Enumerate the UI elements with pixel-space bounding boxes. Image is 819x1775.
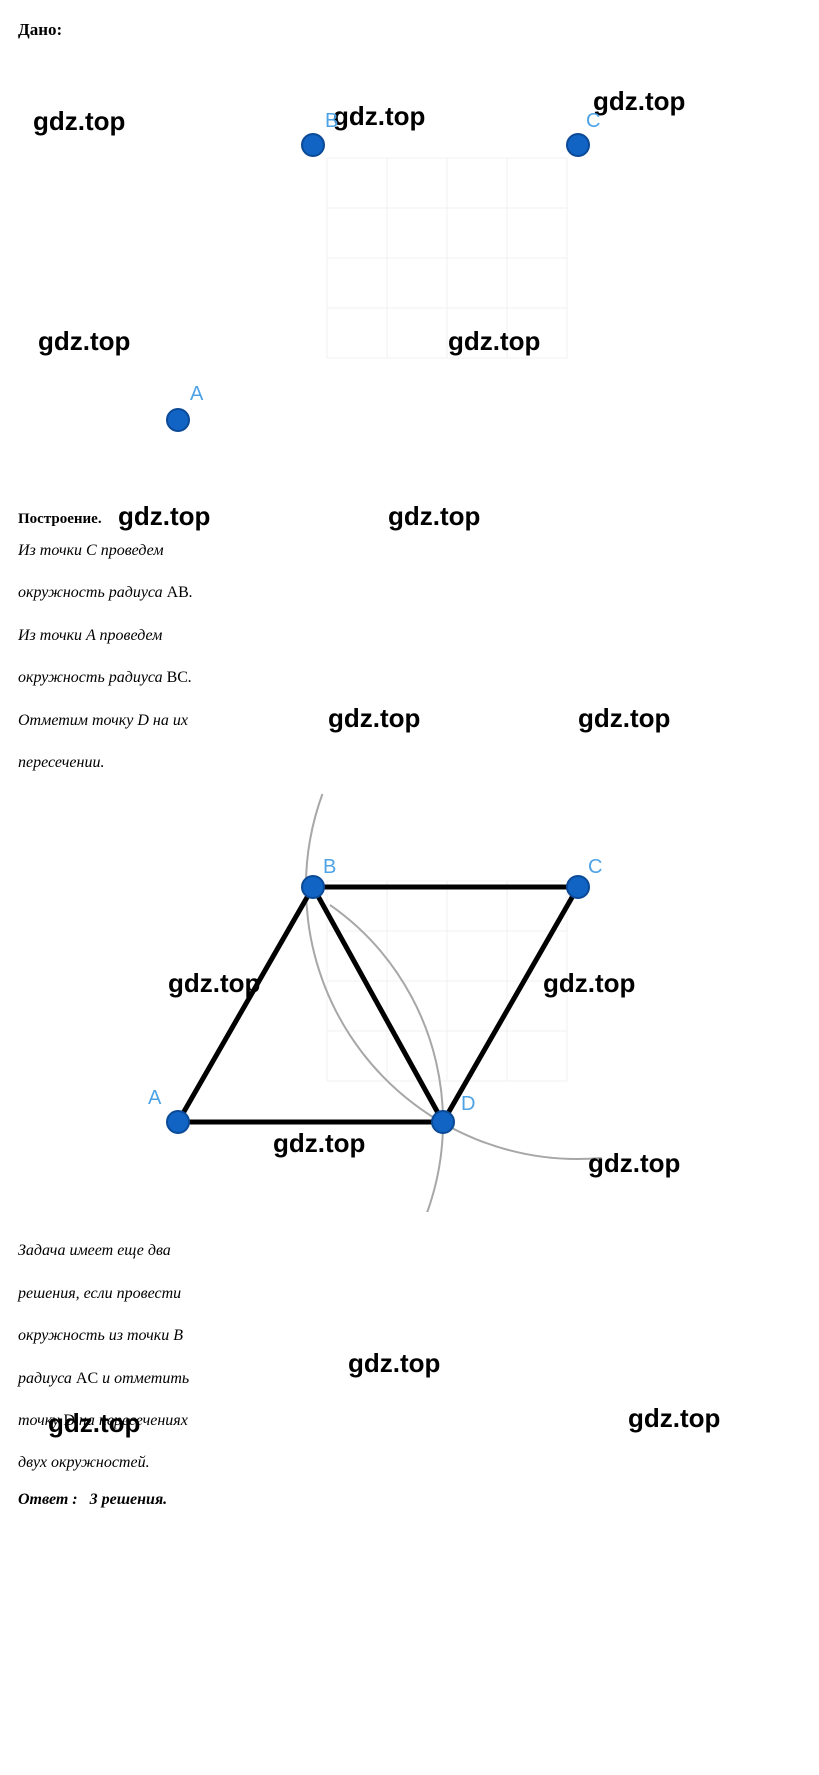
note-4: радиуса AC и отметить bbox=[18, 1360, 801, 1398]
point-label-b: B bbox=[325, 110, 338, 132]
step-5: Отметим точку D на их bbox=[18, 702, 801, 740]
given-heading: Дано: bbox=[18, 20, 801, 40]
point-label-d: D bbox=[461, 1093, 475, 1115]
point-label-c: C bbox=[588, 856, 602, 878]
point-b bbox=[302, 876, 324, 898]
point-label-a: A bbox=[148, 1087, 162, 1109]
note-5: точку D на пересечениях bbox=[18, 1402, 801, 1440]
answer-line: Ответ : 3 решения. bbox=[18, 1491, 801, 1509]
watermark: gdz.top bbox=[33, 106, 125, 136]
note-6: двух окружностей. bbox=[18, 1444, 801, 1482]
note-3: окружность из точки B bbox=[18, 1317, 801, 1355]
watermark: gdz.top bbox=[118, 501, 210, 531]
step-4b: BC bbox=[167, 669, 188, 686]
point-b bbox=[302, 134, 324, 156]
step-4: окружность радиуса BC. bbox=[18, 659, 801, 697]
answer-label: Ответ : bbox=[18, 1491, 78, 1508]
step-4c: . bbox=[188, 669, 192, 686]
step-2a: окружность радиуса bbox=[18, 584, 167, 601]
watermark: gdz.top bbox=[388, 501, 480, 531]
figure-construction-svg: gdz.top gdz.top gdz.top gdz.top A B C D bbox=[18, 792, 798, 1212]
step-3: Из точки A проведем bbox=[18, 617, 801, 655]
note-4b: AC bbox=[76, 1370, 98, 1387]
step-4a: окружность радиуса bbox=[18, 669, 167, 686]
point-label-b: B bbox=[323, 856, 336, 878]
watermark: gdz.top bbox=[273, 1128, 365, 1158]
point-label-a: A bbox=[190, 383, 204, 405]
watermark: gdz.top bbox=[593, 86, 685, 116]
watermark: gdz.top bbox=[168, 968, 260, 998]
point-a bbox=[167, 409, 189, 431]
point-c bbox=[567, 876, 589, 898]
note-block: Задача имеет еще два решения, если прове… bbox=[18, 1232, 801, 1482]
step-2c: . bbox=[189, 584, 193, 601]
step-2b: AB bbox=[167, 584, 189, 601]
note-5a: точку bbox=[18, 1412, 63, 1429]
watermark: gdz.top bbox=[543, 968, 635, 998]
point-a bbox=[167, 1111, 189, 1133]
answer-value: 3 решения. bbox=[90, 1491, 168, 1508]
note-2: решения, если провести bbox=[18, 1275, 801, 1313]
watermark: gdz.top bbox=[448, 326, 540, 356]
point-c bbox=[567, 134, 589, 156]
figure-given: gdz.top gdz.top gdz.top gdz.top gdz.top A B C bbox=[18, 60, 801, 500]
note-4a: радиуса bbox=[18, 1370, 76, 1387]
watermark: gdz.top bbox=[333, 101, 425, 131]
note-5b: D bbox=[63, 1412, 75, 1429]
step-6: пересечении. bbox=[18, 744, 801, 782]
construction-steps: Из точки C проведем окружность радиуса A… bbox=[18, 532, 801, 782]
note-5c: на пересечениях bbox=[75, 1412, 188, 1429]
figure-construction: gdz.top gdz.top gdz.top gdz.top A B C D bbox=[18, 792, 801, 1212]
step-1: Из точки C проведем bbox=[18, 532, 801, 570]
construction-heading: Построение. bbox=[18, 511, 102, 527]
figure-given-svg: gdz.top gdz.top gdz.top gdz.top gdz.top A B C bbox=[18, 60, 798, 500]
step-2: окружность радиуса AB. bbox=[18, 574, 801, 612]
note-1: Задача имеет еще два bbox=[18, 1232, 801, 1270]
point-label-c: C bbox=[586, 110, 600, 132]
point-d bbox=[432, 1111, 454, 1133]
watermark: gdz.top bbox=[38, 326, 130, 356]
note-4c: и отметить bbox=[98, 1370, 189, 1387]
watermark: gdz.top bbox=[588, 1148, 680, 1178]
